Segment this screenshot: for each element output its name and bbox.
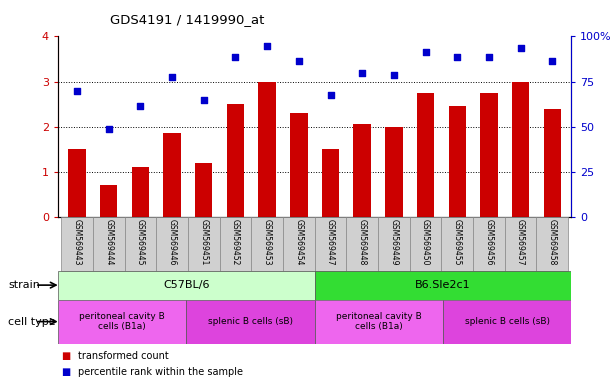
Text: peritoneal cavity B
cells (B1a): peritoneal cavity B cells (B1a) [336,312,422,331]
Point [547,58,557,65]
Bar [156,217,188,271]
Point [326,92,335,98]
Text: GSM569450: GSM569450 [421,218,430,265]
Point [230,54,240,60]
Text: strain: strain [8,280,40,290]
Bar [186,300,315,344]
Text: percentile rank within the sample: percentile rank within the sample [78,367,243,377]
Text: GSM569456: GSM569456 [485,218,494,265]
Bar [283,217,315,271]
Text: C57BL/6: C57BL/6 [163,280,210,290]
Bar [322,149,339,217]
Text: GSM569448: GSM569448 [357,218,367,265]
Text: GSM569447: GSM569447 [326,218,335,265]
Text: GSM569458: GSM569458 [548,218,557,265]
Text: B6.Sle2c1: B6.Sle2c1 [415,280,471,290]
Point [199,97,209,103]
Text: GSM569457: GSM569457 [516,218,525,265]
Bar [315,271,571,300]
Text: GDS4191 / 1419990_at: GDS4191 / 1419990_at [110,13,265,26]
Point [452,54,462,60]
Bar [346,217,378,271]
Bar [163,134,181,217]
Text: transformed count: transformed count [78,351,169,361]
Bar [219,217,251,271]
Bar [125,217,156,271]
Bar [443,300,571,344]
Bar [93,217,125,271]
Text: GSM569446: GSM569446 [167,218,177,265]
Bar [290,113,307,217]
Bar [441,217,473,271]
Bar [378,217,410,271]
Bar [385,127,403,217]
Bar [410,217,441,271]
Text: GSM569454: GSM569454 [295,218,303,265]
Text: ■: ■ [61,367,70,377]
Bar [315,300,443,344]
Point [294,58,304,65]
Point [420,49,430,55]
Bar [100,185,117,217]
Text: GSM569445: GSM569445 [136,218,145,265]
Bar [315,217,346,271]
Text: GSM569452: GSM569452 [231,218,240,265]
Text: GSM569443: GSM569443 [73,218,81,265]
Bar [195,163,213,217]
Bar [251,217,283,271]
Bar [58,300,186,344]
Text: GSM569451: GSM569451 [199,218,208,265]
Point [357,70,367,76]
Point [484,54,494,60]
Bar [61,217,93,271]
Point [72,88,82,94]
Point [516,45,525,51]
Text: GSM569449: GSM569449 [389,218,398,265]
Bar [188,217,219,271]
Text: cell type: cell type [8,316,56,327]
Bar [227,104,244,217]
Bar [448,106,466,217]
Bar [354,124,371,217]
Point [389,72,399,78]
Bar [536,217,568,271]
Text: splenic B cells (sB): splenic B cells (sB) [464,317,550,326]
Bar [544,109,561,217]
Point [167,74,177,80]
Text: peritoneal cavity B
cells (B1a): peritoneal cavity B cells (B1a) [79,312,165,331]
Text: splenic B cells (sB): splenic B cells (sB) [208,317,293,326]
Bar [68,149,86,217]
Point [136,103,145,109]
Bar [132,167,149,217]
Bar [473,217,505,271]
Point [104,126,114,132]
Bar [58,271,315,300]
Bar [480,93,497,217]
Bar [417,93,434,217]
Bar [258,82,276,217]
Point [262,43,272,49]
Text: GSM569455: GSM569455 [453,218,462,265]
Text: GSM569444: GSM569444 [104,218,113,265]
Bar [505,217,536,271]
Text: GSM569453: GSM569453 [263,218,272,265]
Text: ■: ■ [61,351,70,361]
Bar [512,82,529,217]
